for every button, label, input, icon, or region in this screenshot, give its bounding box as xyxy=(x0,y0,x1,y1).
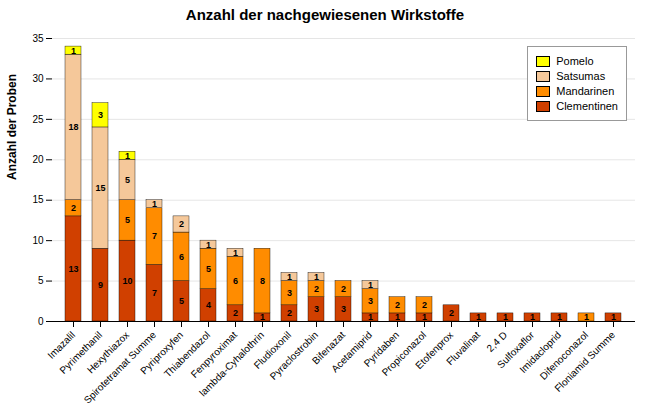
svg-text:18: 18 xyxy=(68,122,78,132)
svg-text:3: 3 xyxy=(287,288,292,298)
svg-text:Imazalil: Imazalil xyxy=(45,329,78,361)
svg-text:5: 5 xyxy=(179,296,184,306)
svg-text:3: 3 xyxy=(314,304,319,314)
svg-text:20: 20 xyxy=(32,154,44,165)
svg-text:lambda-Cyhalothrin: lambda-Cyhalothrin xyxy=(197,329,267,399)
svg-text:2: 2 xyxy=(395,300,400,310)
svg-text:5: 5 xyxy=(38,275,44,286)
svg-text:3: 3 xyxy=(98,110,103,120)
svg-text:3: 3 xyxy=(341,304,346,314)
svg-text:Floniamid Summe: Floniamid Summe xyxy=(552,329,617,394)
svg-text:1: 1 xyxy=(422,312,427,322)
svg-text:Sulfoxaflor: Sulfoxaflor xyxy=(495,329,537,371)
svg-text:Pyraclostrobin: Pyraclostrobin xyxy=(267,329,321,382)
svg-text:7: 7 xyxy=(152,288,157,298)
svg-text:Pyriproxyfen: Pyriproxyfen xyxy=(138,329,186,377)
svg-text:Fluvalinat: Fluvalinat xyxy=(444,329,482,367)
svg-text:Imidacloprid: Imidacloprid xyxy=(517,329,564,376)
svg-text:1: 1 xyxy=(395,312,400,322)
svg-text:13: 13 xyxy=(68,264,78,274)
svg-text:15: 15 xyxy=(95,183,105,193)
svg-text:5: 5 xyxy=(125,215,130,225)
svg-text:1: 1 xyxy=(368,312,373,322)
svg-text:0: 0 xyxy=(38,316,44,327)
svg-text:15: 15 xyxy=(32,194,44,205)
svg-text:5: 5 xyxy=(206,264,211,274)
svg-text:Thiabendazol: Thiabendazol xyxy=(162,329,212,379)
html-text:Anzahl der nachgewiesenen Wirk: Anzahl der nachgewiesenen Wirkstoffe xyxy=(185,6,465,23)
svg-text:Spirotetramat Summe: Spirotetramat Summe xyxy=(81,329,159,406)
svg-text:1: 1 xyxy=(71,46,76,56)
svg-text:1: 1 xyxy=(584,312,589,322)
svg-text:1: 1 xyxy=(233,248,238,258)
svg-text:35: 35 xyxy=(32,33,44,44)
svg-text:1: 1 xyxy=(476,312,481,322)
svg-text:Hexythiazox: Hexythiazox xyxy=(84,329,132,376)
svg-text:10: 10 xyxy=(32,235,44,246)
svg-text:2: 2 xyxy=(71,203,76,213)
svg-text:7: 7 xyxy=(152,231,157,241)
svg-text:Fenpyroximat: Fenpyroximat xyxy=(189,329,240,380)
html-text:Clementinen: Clementinen xyxy=(556,100,618,112)
svg-text:1: 1 xyxy=(287,272,292,282)
svg-text:2: 2 xyxy=(449,308,454,318)
svg-text:25: 25 xyxy=(32,114,44,125)
svg-text:Anzahl der Proben: Anzahl der Proben xyxy=(5,74,19,180)
svg-text:1: 1 xyxy=(206,240,211,250)
svg-text:Acetamiprid: Acetamiprid xyxy=(329,329,375,375)
svg-text:Pyridaben: Pyridaben xyxy=(361,329,402,369)
svg-text:5: 5 xyxy=(125,175,130,185)
svg-text:6: 6 xyxy=(233,276,238,286)
svg-text:Etofenprox: Etofenprox xyxy=(413,329,456,372)
svg-text:8: 8 xyxy=(260,276,265,286)
svg-text:1: 1 xyxy=(503,312,508,322)
svg-text:4: 4 xyxy=(206,300,211,310)
svg-text:1: 1 xyxy=(152,199,157,209)
svg-text:2: 2 xyxy=(422,300,427,310)
svg-text:1: 1 xyxy=(125,151,130,161)
svg-text:Fludioxonil: Fludioxonil xyxy=(251,329,294,371)
svg-text:30: 30 xyxy=(32,73,44,84)
svg-text:10: 10 xyxy=(122,276,132,286)
svg-text:1: 1 xyxy=(530,312,535,322)
svg-text:9: 9 xyxy=(98,280,103,290)
svg-text:3: 3 xyxy=(368,296,373,306)
svg-text:Bifenazat: Bifenazat xyxy=(309,329,348,367)
svg-text:2: 2 xyxy=(233,308,238,318)
svg-text:2,4 D: 2,4 D xyxy=(484,329,509,354)
svg-text:1: 1 xyxy=(368,280,373,290)
html-text:Mandarinen: Mandarinen xyxy=(556,85,615,97)
svg-text:1: 1 xyxy=(557,312,562,322)
svg-text:2: 2 xyxy=(314,284,319,294)
html-text:Satsumas: Satsumas xyxy=(556,70,606,82)
svg-text:1: 1 xyxy=(611,312,616,322)
svg-text:6: 6 xyxy=(179,252,184,262)
svg-text:1: 1 xyxy=(314,272,319,282)
html-text:Pomelo: Pomelo xyxy=(556,55,594,67)
svg-text:1: 1 xyxy=(260,312,265,322)
svg-text:Propiconazol: Propiconazol xyxy=(379,329,429,378)
svg-text:Pyrimethanil: Pyrimethanil xyxy=(57,329,105,376)
svg-text:2: 2 xyxy=(287,308,292,318)
svg-text:2: 2 xyxy=(341,284,346,294)
svg-text:Difenoconazol: Difenoconazol xyxy=(537,329,591,382)
svg-text:2: 2 xyxy=(179,219,184,229)
